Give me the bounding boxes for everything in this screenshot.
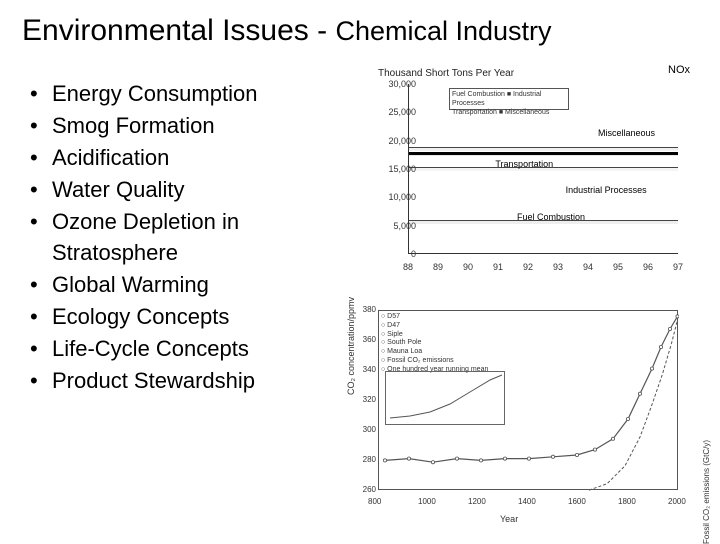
legend-item: ○ Mauna Loa [381, 348, 501, 357]
legend-item: ○ Fossil CO₂ emissions [381, 357, 501, 366]
ytick: 30,000 [386, 79, 416, 89]
xtick: 800 [368, 497, 381, 506]
xtick: 1000 [418, 497, 436, 506]
title-sub: Chemical Industry [335, 16, 551, 46]
xtick: 92 [523, 262, 533, 272]
xtick: 94 [583, 262, 593, 272]
legend-box: Fuel Combustion ■ Industrial Processes T… [449, 88, 569, 110]
ytick: 320 [356, 395, 376, 404]
inset-curve [386, 372, 506, 426]
page-title: Environmental Issues - Chemical Industry [22, 14, 552, 48]
legend-item: ○ D47 [381, 322, 501, 331]
plot-area: ○ D57○ D47○ Siple○ South Pole○ Mauna Loa… [378, 310, 678, 490]
ytick: 380 [356, 305, 376, 314]
xtick: 1800 [618, 497, 636, 506]
xtick: 93 [553, 262, 563, 272]
chart-ylabel-left: CO₂ concentration/ppmv [346, 297, 356, 395]
ytick: 5,000 [386, 221, 416, 231]
xtick: 95 [613, 262, 623, 272]
xtick: 1400 [518, 497, 536, 506]
xtick: 91 [493, 262, 503, 272]
band-label: Transportation [495, 159, 553, 169]
nox-stacked-chart: Thousand Short Tons Per Year NOx Miscell… [370, 70, 690, 270]
band-label: Fuel Combustion [517, 212, 585, 222]
ytick: 20,000 [386, 136, 416, 146]
list-item: Ecology Concepts [28, 301, 348, 333]
legend-line: Transportation ■ Miscellaneous [452, 108, 566, 117]
xtick: 97 [673, 262, 683, 272]
ytick: 0 [386, 249, 416, 259]
nox-corner-label: NOx [668, 64, 690, 76]
co2-line-chart: CO₂ concentration/ppmv Fossil CO₂ emissi… [350, 300, 700, 520]
xtick: 88 [403, 262, 413, 272]
list-item: Smog Formation [28, 110, 348, 142]
xtick: 89 [433, 262, 443, 272]
ytick: 260 [356, 485, 376, 494]
inset-chart [385, 371, 505, 425]
legend-list: ○ D57○ D47○ Siple○ South Pole○ Mauna Loa… [381, 313, 501, 374]
ytick: 340 [356, 365, 376, 374]
list-item: Acidification [28, 142, 348, 174]
legend-item: ○ D57 [381, 313, 501, 322]
legend-item: ○ Siple [381, 331, 501, 340]
ytick: 360 [356, 335, 376, 344]
list-item: Life-Cycle Concepts [28, 333, 348, 365]
plot-area: Miscellaneous Transportation Industrial Pr… [408, 84, 678, 254]
title-main: Environmental Issues - [22, 14, 335, 47]
xtick: 96 [643, 262, 653, 272]
xtick: 1600 [568, 497, 586, 506]
band-boundary [409, 152, 678, 155]
legend-line: Fuel Combustion ■ Industrial Processes [452, 90, 566, 108]
list-item: Ozone Depletion in Stratosphere [28, 206, 348, 270]
chart-ylabel: Thousand Short Tons Per Year [378, 68, 514, 79]
chart-xlabel: Year [500, 514, 518, 524]
list-item: Water Quality [28, 174, 348, 206]
ytick: 10,000 [386, 192, 416, 202]
ytick: 25,000 [386, 107, 416, 117]
chart-ylabel-right: Fossil CO₂ emissions (GtC/y) [702, 440, 711, 544]
band-boundary [409, 147, 678, 148]
ytick: 300 [356, 425, 376, 434]
list-item: Product Stewardship [28, 365, 348, 397]
band-label: Miscellaneous [598, 128, 655, 138]
xtick: 90 [463, 262, 473, 272]
list-item: Energy Consumption [28, 78, 348, 110]
list-item: Global Warming [28, 269, 348, 301]
bullet-list: Energy Consumption Smog Formation Acidif… [28, 78, 348, 397]
xtick: 2000 [668, 497, 686, 506]
xtick: 1200 [468, 497, 486, 506]
ytick: 280 [356, 455, 376, 464]
ytick: 15,000 [386, 164, 416, 174]
band-label: Industrial Processes [566, 185, 647, 195]
legend-item: ○ South Pole [381, 339, 501, 348]
